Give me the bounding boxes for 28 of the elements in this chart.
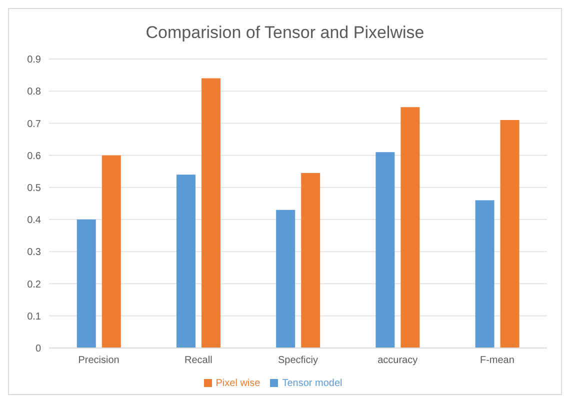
bar [301, 172, 320, 348]
bar [475, 200, 494, 348]
y-tick-label: 0.5 [27, 182, 42, 194]
legend-label: Tensor model [282, 378, 342, 389]
y-tick-label: 0.2 [27, 279, 42, 290]
legend-label: Pixel wise [216, 378, 260, 389]
y-tick-label: 0 [35, 344, 42, 355]
bar [500, 120, 520, 348]
bar [176, 174, 196, 348]
y-tick-label: 0.1 [27, 311, 42, 322]
y-tick-label: 0.7 [27, 118, 42, 130]
y-tick-label: 0.3 [27, 247, 42, 258]
x-tick-label: F-mean [480, 355, 514, 366]
bar [400, 107, 420, 348]
bar [201, 78, 220, 348]
y-tick-label: 0.6 [27, 150, 42, 162]
bar [102, 155, 121, 348]
bar [76, 220, 96, 348]
y-tick-label: 0.4 [27, 215, 42, 226]
x-tick-label: Precision [78, 355, 120, 366]
bar [376, 152, 395, 348]
y-tick-label: 0.9 [27, 54, 42, 66]
chart-title: Comparision of Tensor and Pixelwise [144, 23, 426, 44]
bar [276, 210, 296, 348]
x-tick-label: Recall [184, 355, 212, 366]
x-tick-label: Specficiy [278, 355, 318, 366]
y-tick-label: 0.8 [27, 86, 42, 98]
x-tick-label: accuracy [378, 355, 418, 366]
